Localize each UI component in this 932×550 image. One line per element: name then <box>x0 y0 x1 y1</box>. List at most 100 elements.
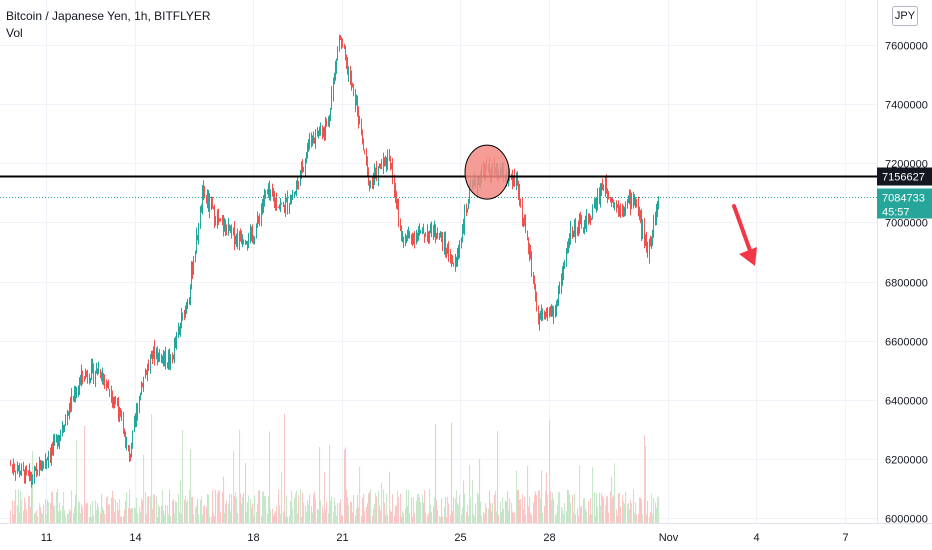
candle-body <box>529 251 530 254</box>
candle-body <box>429 230 430 238</box>
volume-bar <box>559 492 561 523</box>
volume-bar <box>222 492 224 523</box>
volume-bar <box>456 490 458 523</box>
arrow-drawing <box>732 204 754 258</box>
candle-body <box>330 109 331 116</box>
volume-bar <box>423 502 425 523</box>
volume-bar <box>458 505 460 523</box>
volume-bar <box>566 511 568 523</box>
candle-body <box>195 253 196 261</box>
candle-body <box>60 431 61 436</box>
candle-body <box>446 249 447 253</box>
volume-bar <box>29 496 31 523</box>
candle-body <box>42 461 43 468</box>
candle-body <box>398 206 399 219</box>
volume-bar <box>396 505 398 523</box>
volume-bar <box>534 495 536 523</box>
candle-body <box>584 220 585 230</box>
time-axis[interactable]: 11 14 18 21 25 28 Nov 4 7 <box>0 523 932 545</box>
candle-body <box>253 236 254 243</box>
candle-body <box>406 236 407 238</box>
volume-bar <box>154 494 156 523</box>
volume-bar <box>374 504 376 523</box>
x-tick-label: 18 <box>247 532 259 544</box>
volume-bar <box>197 498 199 523</box>
horizontal-line-label: 7156627 <box>882 172 925 184</box>
volume-bar <box>556 512 558 523</box>
candle-body <box>427 232 428 237</box>
candle-body <box>422 227 423 231</box>
candle-body <box>342 40 343 47</box>
volume-bar <box>524 496 526 523</box>
candle-body <box>347 60 348 75</box>
volume-bar <box>318 509 320 523</box>
volume-bar <box>411 497 413 523</box>
volume-bar <box>491 511 493 523</box>
candle-body <box>328 119 329 126</box>
candle-body <box>184 312 185 318</box>
volume-bar <box>139 506 141 523</box>
candle-body <box>148 365 149 367</box>
candle-body <box>279 206 280 208</box>
volume-bar <box>606 496 608 523</box>
volume-bar <box>333 512 335 523</box>
volume-bar <box>635 502 637 523</box>
candle-body <box>109 389 110 393</box>
candle-body <box>276 200 277 207</box>
volume-bar <box>450 515 452 523</box>
volume-bar <box>315 498 317 523</box>
candle-body <box>369 184 370 186</box>
candle-body <box>320 129 321 133</box>
candle-body <box>220 218 221 222</box>
candle-body <box>613 201 614 205</box>
candle-body <box>318 131 319 136</box>
candle-body <box>169 356 170 364</box>
volume-bar <box>278 489 280 523</box>
volume-bar <box>550 491 552 523</box>
candle-body <box>461 241 462 244</box>
volume-bar <box>292 507 294 523</box>
volume-bar <box>414 512 416 523</box>
candle-body <box>453 263 454 265</box>
volume-bar <box>623 501 625 523</box>
candle-body <box>70 403 71 409</box>
candle-body <box>35 468 36 471</box>
y-tick-label: 6200000 <box>885 455 928 467</box>
volume-bar <box>325 509 327 523</box>
volume-bar <box>168 514 170 523</box>
candle-body <box>588 217 589 219</box>
price-axis-bg <box>877 0 932 550</box>
volume-bar <box>121 516 123 523</box>
volume-bar <box>477 492 479 523</box>
volume-bar <box>200 499 202 523</box>
candle-body <box>383 158 384 168</box>
candle-body <box>132 430 133 447</box>
candle-body <box>412 236 413 243</box>
volume-bar <box>361 516 363 523</box>
candle-body <box>645 238 646 240</box>
candle-body <box>396 196 397 207</box>
volume-bar <box>69 509 71 523</box>
candle-body <box>434 226 435 237</box>
volume-bar <box>629 509 631 523</box>
volume-bar <box>451 422 453 523</box>
volume-bar <box>233 450 235 523</box>
volume-bar <box>424 490 426 523</box>
candle-body <box>240 233 241 239</box>
candle-body <box>298 181 299 186</box>
volume-bar <box>207 494 209 523</box>
candle-body <box>74 394 75 400</box>
volume-bar <box>196 505 198 523</box>
candle-body <box>447 248 448 253</box>
candle-body <box>80 378 81 385</box>
price-axis[interactable]: 6000000 6200000 6400000 6600000 6800000 70000… <box>877 0 932 550</box>
candle-body <box>273 195 274 198</box>
currency-button[interactable]: JPY <box>892 6 918 26</box>
candle-body <box>170 355 171 364</box>
volume-bar <box>353 494 355 523</box>
volume-bar <box>642 514 644 523</box>
candle-body <box>287 199 288 208</box>
volume-bar <box>345 447 347 523</box>
volume-bar <box>603 498 605 523</box>
